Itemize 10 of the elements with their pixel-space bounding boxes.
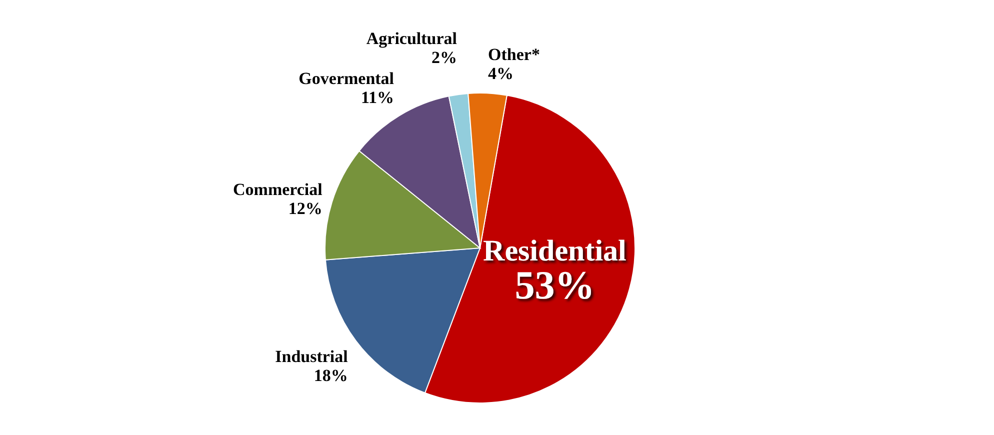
slice-label: Commercial bbox=[233, 180, 323, 200]
data-label: 12% bbox=[288, 199, 322, 218]
data-label: 18% bbox=[314, 366, 348, 385]
data-label: 11% bbox=[360, 88, 394, 108]
slice-label: Agricultural bbox=[366, 29, 458, 48]
slice-label: Other* bbox=[488, 45, 540, 64]
data-label: 4% bbox=[488, 64, 514, 84]
slice-label: Govermental bbox=[298, 69, 394, 88]
data-label: 2% bbox=[432, 48, 458, 68]
slice-label: Industrial bbox=[275, 346, 348, 366]
